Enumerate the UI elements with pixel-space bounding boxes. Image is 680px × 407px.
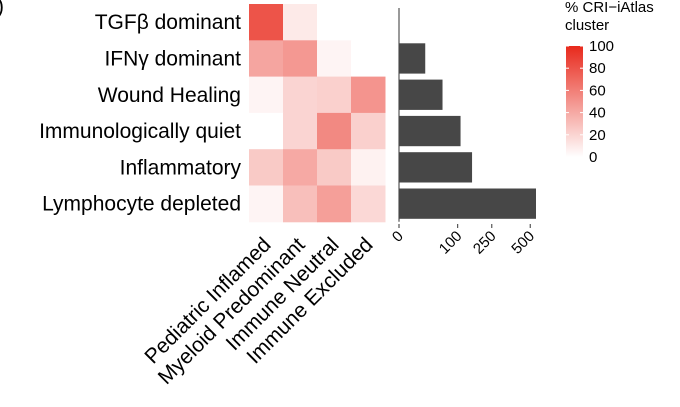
bar-tick-label: 0 (389, 228, 407, 246)
heatmap-cell (351, 76, 386, 114)
heatmap-cell (283, 149, 318, 186)
heatmap-cell (249, 185, 284, 223)
bar-tick-label: 100 (436, 228, 466, 258)
bar (399, 43, 426, 74)
heatmap-cell (283, 40, 318, 78)
bar (399, 115, 461, 147)
legend-title-line1: % CRI−iAtlas (565, 0, 654, 16)
row-label: Wound Healing (98, 84, 241, 107)
legend-tick-label: 20 (589, 127, 606, 144)
legend-tick-label: 100 (589, 38, 614, 55)
heatmap-cell (283, 76, 318, 114)
row-label: TGFβ dominant (95, 11, 241, 34)
heatmap-cell (249, 40, 284, 78)
heatmap-cell (351, 185, 386, 223)
heatmap-cell (249, 76, 284, 114)
panel-label: ) (0, 0, 4, 18)
heatmap-cell (249, 149, 284, 186)
heatmap-cell (249, 4, 284, 41)
bar (399, 152, 473, 183)
heatmap-cell (283, 4, 318, 41)
bar (399, 188, 536, 219)
legend-title-line2: cluster (565, 17, 609, 34)
heatmap-cell (351, 4, 386, 41)
legend-tick-label: 80 (589, 60, 606, 77)
row-label: Lymphocyte depleted (42, 193, 241, 216)
legend: % CRI−iAtlas cluster 100 80 60 40 20 0 (565, 0, 654, 166)
heatmap-cell (351, 149, 386, 186)
bar-chart: 0 100 250 500 (389, 8, 538, 258)
row-label: Immunologically quiet (39, 120, 241, 143)
bar-tick-label: 500 (508, 228, 538, 258)
heatmap-cell (283, 185, 318, 223)
heatmap-cell (249, 112, 284, 150)
heatmap-cell (317, 112, 352, 150)
heatmap-cell (317, 4, 352, 41)
heatmap-cell (283, 112, 318, 150)
row-labels: TGFβ dominant IFNγ dominant Wound Healing I… (39, 11, 242, 216)
heatmap-cell (317, 185, 352, 223)
heatmap-cell (317, 40, 352, 78)
legend-colorbar (566, 46, 583, 157)
heatmap-cell (317, 149, 352, 186)
heatmap-cell (351, 40, 386, 78)
legend-tick-label: 60 (589, 82, 606, 99)
bar (399, 79, 443, 110)
heatmap-cell (351, 112, 386, 150)
bar-tick-label: 250 (470, 228, 500, 258)
legend-tick-label: 0 (589, 149, 597, 166)
row-label: Inflammatory (120, 156, 242, 179)
heatmap-cell (317, 76, 352, 114)
legend-tick-label: 40 (589, 105, 606, 122)
row-label: IFNγ dominant (104, 47, 241, 70)
heatmap (249, 4, 386, 223)
